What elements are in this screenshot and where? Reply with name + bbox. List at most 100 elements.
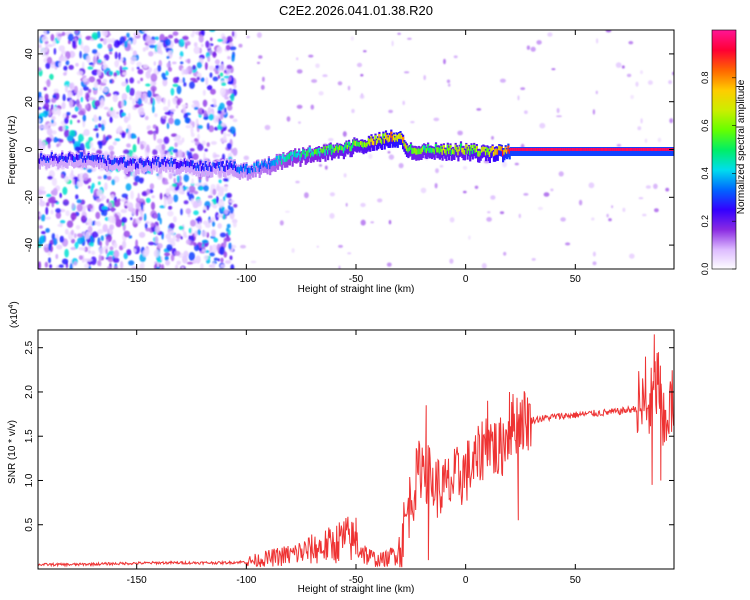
colorbar-step — [712, 65, 736, 67]
heatmap-speckle — [45, 137, 52, 143]
ridge-core — [246, 167, 249, 175]
heatmap-speckle — [111, 179, 116, 186]
heatmap-speckle — [77, 237, 84, 245]
ridge-core — [300, 152, 303, 158]
heatmap-speckle — [616, 144, 622, 147]
ridge-core — [145, 159, 148, 166]
heatmap-speckle — [370, 221, 375, 224]
heatmap-speckle — [128, 260, 135, 266]
ridge-core — [599, 148, 602, 151]
heatmap-speckle — [99, 241, 102, 247]
heatmap-speckle — [119, 36, 126, 45]
heatmap-speckle — [211, 221, 216, 227]
heatmap-speckle — [76, 98, 80, 108]
colorbar-step — [712, 174, 736, 176]
colorbar-step — [712, 34, 736, 36]
heatmap-speckle — [162, 77, 168, 81]
colorbar-step — [712, 74, 736, 76]
colorbar-step — [712, 239, 736, 241]
heatmap-speckle — [474, 185, 479, 189]
ridge-core — [625, 148, 628, 151]
heatmap-speckle — [227, 104, 233, 111]
colorbar-step — [712, 130, 736, 132]
heatmap-speckle — [262, 76, 265, 82]
ridge-core — [45, 157, 48, 163]
ridge-core — [628, 148, 631, 151]
colorbar-step — [712, 143, 736, 145]
colorbar-step — [712, 140, 736, 142]
colorbar-step — [712, 123, 736, 125]
ridge-core — [282, 153, 285, 160]
colorbar-step — [712, 177, 736, 179]
colorbar-step — [712, 79, 736, 81]
heatmap-speckle — [183, 250, 189, 257]
colorbar-tick-label: 0.4 — [700, 167, 710, 180]
ridge-core — [220, 161, 223, 167]
heatmap-speckle — [638, 197, 644, 200]
heatmap-speckle — [205, 77, 209, 86]
heatmap-speckle — [520, 87, 526, 90]
heatmap-speckle — [524, 110, 528, 114]
heatmap-speckle — [119, 65, 123, 74]
ridge-core — [217, 161, 220, 169]
ridge-core — [304, 153, 307, 159]
heatmap-speckle — [62, 186, 68, 195]
colorbar-gradient — [712, 30, 736, 270]
colorbar-step — [712, 42, 736, 44]
colorbar-step — [712, 102, 736, 104]
ridge-core — [615, 148, 618, 151]
heatmap-speckle — [192, 64, 196, 71]
ridge-core — [78, 154, 81, 160]
ridge-core — [59, 155, 63, 160]
ridge-core — [544, 148, 547, 151]
ridge-core — [632, 148, 635, 151]
heatmap-speckle — [38, 225, 43, 229]
ridge-core — [553, 148, 556, 151]
ridge-core — [404, 143, 407, 149]
colorbar-step — [712, 200, 736, 202]
colorbar-step — [712, 54, 736, 56]
ridge-core — [519, 148, 522, 151]
heatmap-speckle — [170, 113, 174, 118]
heatmap-speckle — [167, 210, 174, 217]
ridge-core — [170, 157, 173, 164]
heatmap-speckle — [70, 229, 75, 236]
colorbar-step — [712, 251, 736, 253]
ridge-core — [259, 164, 263, 169]
heatmap-speckle — [256, 32, 262, 38]
heatmap-speckle — [126, 143, 131, 148]
heatmap-speckle — [91, 231, 99, 238]
ridge-outer — [659, 147, 663, 156]
ridge-core — [350, 145, 353, 152]
heatmap-speckle — [107, 256, 114, 263]
ridge-outer — [587, 147, 590, 156]
colorbar-step — [712, 179, 736, 181]
heatmap-speckle — [82, 247, 86, 251]
colorbar-step — [712, 230, 736, 232]
heatmap-speckle — [148, 241, 155, 246]
ridge-core — [421, 146, 424, 153]
ridge-core — [448, 147, 451, 155]
colorbar-step — [712, 238, 736, 240]
ridge-core — [321, 148, 324, 154]
colorbar-step — [712, 41, 736, 43]
heatmap-speckle — [173, 194, 179, 203]
ridge-outer — [516, 147, 519, 156]
heatmap-speckle — [52, 39, 56, 47]
heatmap-speckle — [181, 104, 188, 108]
heatmap-speckle — [343, 173, 347, 178]
heatmap-speckle — [38, 118, 41, 123]
ridge-core — [658, 148, 661, 151]
heatmap-speckle — [100, 38, 104, 42]
ridge-core — [484, 150, 488, 156]
ridge-core — [542, 148, 545, 151]
heatmap-speckle — [347, 252, 352, 255]
heatmap-speckle — [45, 202, 50, 207]
ridge-core — [112, 159, 115, 165]
colorbar-step — [712, 215, 736, 217]
heatmap-speckle — [114, 60, 120, 68]
heatmap-speckle — [74, 106, 79, 112]
colorbar-step — [712, 235, 736, 237]
ridge-core — [230, 163, 234, 169]
ridge-core — [121, 157, 124, 164]
